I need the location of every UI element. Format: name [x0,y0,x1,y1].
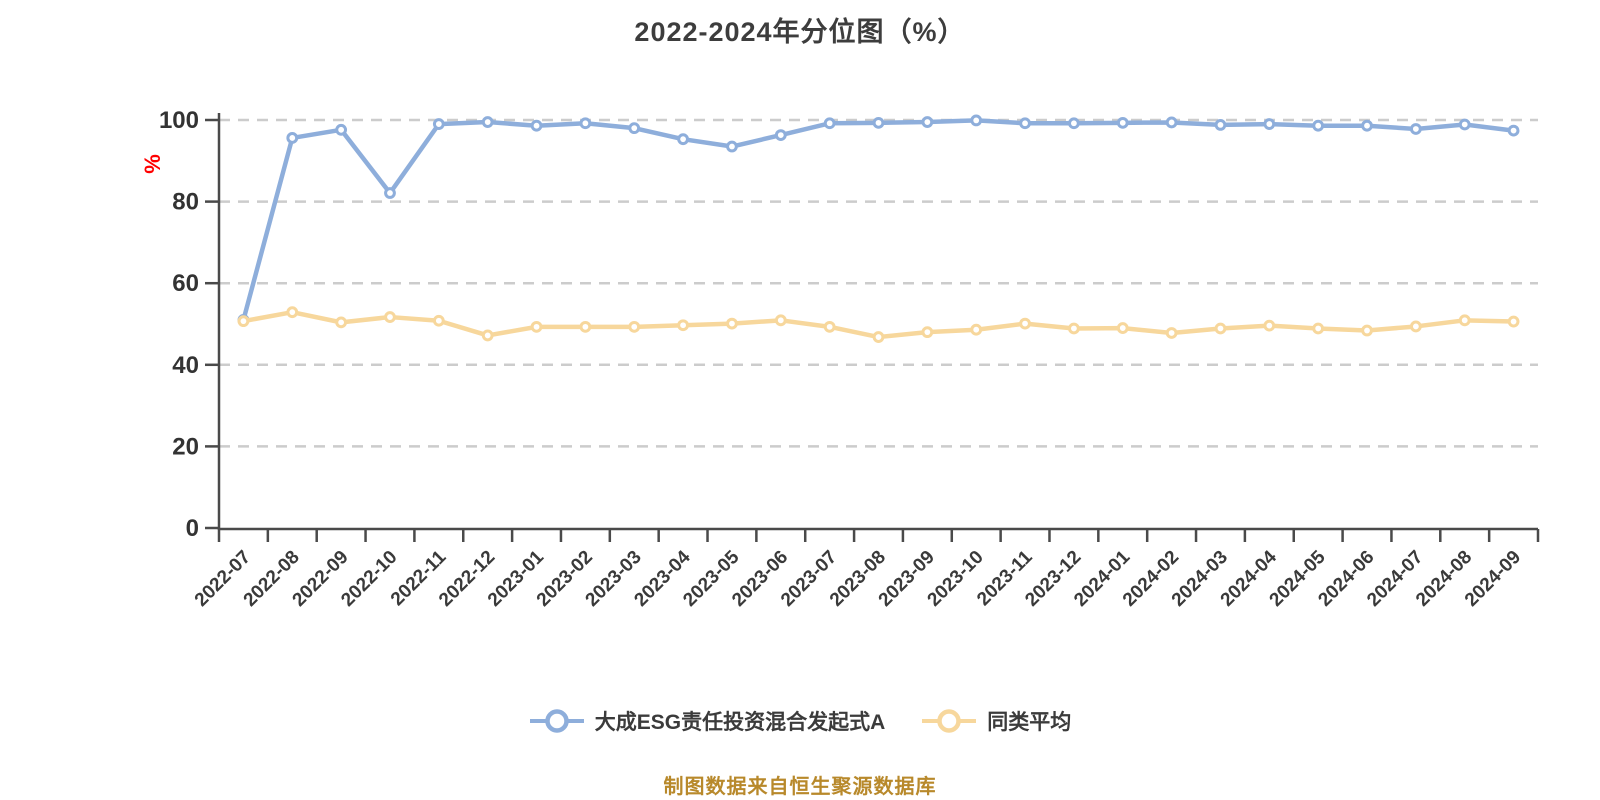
svg-text:40: 40 [172,352,199,379]
average-series-marker-icon [922,709,977,733]
legend-item-fund: 大成ESG责任投资混合发起式A [529,706,886,736]
svg-text:80: 80 [172,189,199,216]
line-chart-plot: 020406080100%2022-072022-082022-092022-1… [140,107,1540,611]
fund-series-marker-icon [529,709,584,733]
legend: 大成ESG责任投资混合发起式A 同类平均 [0,706,1600,736]
svg-text:20: 20 [172,433,199,460]
legend-label-fund: 大成ESG责任投资混合发起式A [594,711,886,734]
chart-title: 2022-2024年分位图（%） [634,17,966,47]
legend-label-average: 同类平均 [987,711,1072,734]
svg-text:100: 100 [159,107,199,134]
legend-item-average: 同类平均 [921,706,1071,736]
svg-text:%: % [140,154,165,174]
source-note: 制图数据来自恒生聚源数据库 [663,776,937,798]
svg-text:0: 0 [186,515,199,542]
svg-text:60: 60 [172,270,199,297]
